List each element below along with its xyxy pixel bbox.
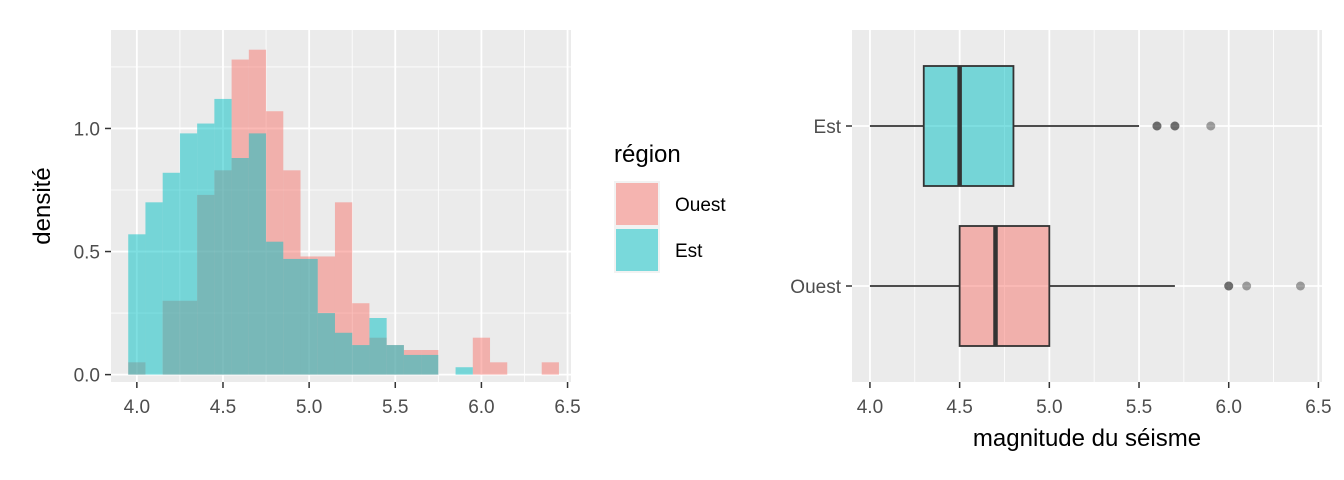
boxplot-outlier-point: [1206, 121, 1216, 131]
boxplot-x-tick-label: 5.0: [1036, 397, 1062, 418]
histogram-bar: [179, 133, 198, 375]
boxplot-y-tick-label: Ouest: [790, 277, 841, 298]
histogram-x-tick-label: 4.0: [124, 397, 150, 418]
boxplot-chart: 4.0 4.5 5.0 5.5 6.0 6.5 Ouest Est magnitude du…: [790, 30, 1332, 452]
boxplot-outlier-point: [1224, 281, 1234, 291]
histogram-bar: [197, 123, 215, 375]
histogram-bar: [334, 332, 353, 375]
boxplot-outlier-point: [1152, 121, 1162, 131]
boxplot-y-tick-label: Est: [814, 117, 842, 138]
boxplot-panel-background: [852, 30, 1322, 382]
histogram-bar: [386, 345, 404, 375]
boxplot-x-tick-label: 4.0: [857, 397, 883, 418]
boxplot-outlier-point: [1295, 281, 1305, 291]
histogram-bar: [421, 354, 439, 375]
boxplot-outlier-point: [1224, 281, 1234, 291]
histogram-y-tick-label: 0.0: [74, 366, 100, 387]
histogram-bar: [128, 234, 146, 375]
boxplot-outlier-point: [1152, 121, 1162, 131]
histogram-bar: [283, 258, 301, 375]
histogram-bar: [248, 133, 267, 375]
boxplot-y-axis: Ouest Est: [790, 117, 852, 298]
boxplot-x-axis: 4.0 4.5 5.0 5.5 6.0 6.5: [857, 382, 1332, 418]
boxplot-x-tick-label: 4.5: [946, 397, 972, 418]
histogram-bars: [128, 49, 559, 375]
boxplot-x-tick-label: 6.5: [1305, 397, 1331, 418]
histogram-bar: [352, 345, 370, 375]
histogram-y-axis: 0.0 0.5 1.0: [74, 119, 111, 387]
boxplot-outlier-point: [1170, 121, 1180, 131]
legend-entries: Ouest Est: [614, 181, 726, 273]
histogram-bar: [231, 158, 249, 375]
boxplot-boxes: [869, 65, 1305, 347]
histogram-bar: [145, 202, 163, 375]
histogram-bar: [214, 98, 232, 375]
histogram-y-tick-label: 1.0: [74, 119, 100, 140]
histogram-bar: [455, 367, 473, 375]
boxplot-x-axis-title: magnitude du séisme: [973, 425, 1201, 452]
boxplot-box-ouest: [958, 225, 1051, 347]
legend-label-est: Est: [675, 241, 703, 262]
boxplot-x-tick-label: 6.0: [1216, 397, 1242, 418]
boxplot-outlier-point: [1242, 281, 1252, 291]
histogram-bar: [300, 258, 318, 375]
histogram-bar: [369, 318, 387, 375]
histogram-bar: [403, 354, 422, 375]
histogram-x-tick-label: 6.0: [468, 397, 494, 418]
boxplot-x-tick-label: 5.5: [1126, 397, 1152, 418]
legend-key-est: [616, 229, 658, 271]
histogram-bar: [490, 362, 508, 375]
histogram-bar: [541, 362, 559, 375]
histogram-bar: [266, 241, 284, 375]
histogram-bar: [472, 337, 491, 375]
boxplot-box-est: [922, 65, 1015, 187]
legend-key-ouest: [616, 183, 658, 225]
histogram-x-axis: 4.0 4.5 5.0 5.5 6.0 6.5: [124, 382, 581, 418]
histogram-bar: [334, 202, 353, 375]
histogram-chart: 4.0 4.5 5.0 5.5 6.0 6.5 0.0 0.5 1.0 densité: [29, 30, 581, 418]
legend: région Ouest Est: [614, 141, 726, 273]
histogram-x-tick-label: 4.5: [210, 397, 236, 418]
histogram-y-axis-title: densité: [29, 167, 56, 244]
legend-title: région: [614, 141, 681, 168]
histogram-x-tick-label: 5.5: [382, 397, 408, 418]
histogram-x-tick-label: 5.0: [296, 397, 322, 418]
legend-label-ouest: Ouest: [675, 195, 726, 216]
histogram-y-tick-label: 0.5: [74, 243, 100, 264]
histogram-x-tick-label: 6.5: [554, 397, 580, 418]
histogram-bar: [162, 172, 180, 375]
histogram-bar: [317, 313, 335, 375]
boxplot-outlier-point: [1170, 121, 1180, 131]
